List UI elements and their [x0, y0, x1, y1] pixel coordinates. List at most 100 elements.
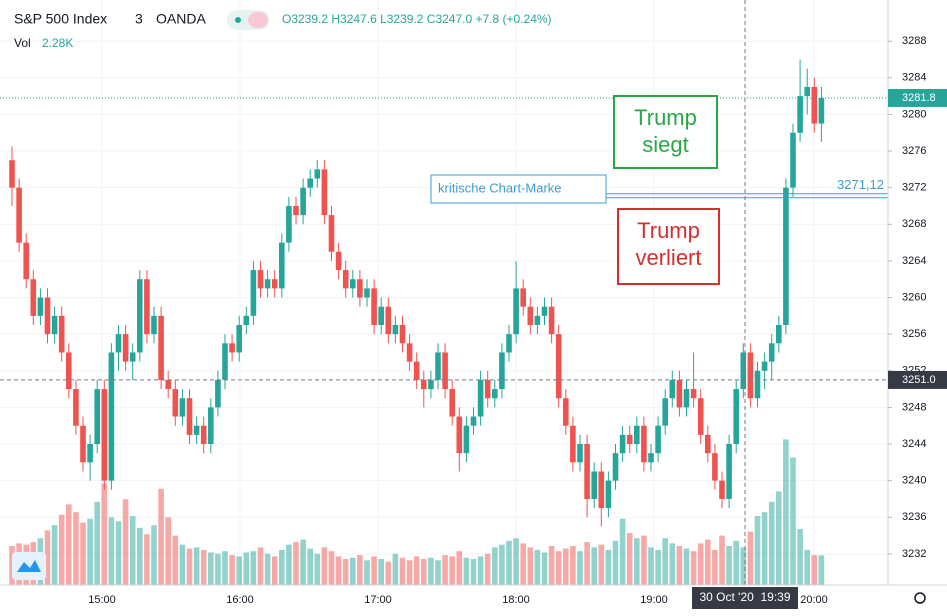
volume-bar [122, 499, 129, 585]
ohlc-values: O3239.2 H3247.6 L3239.2 C3247.0 +7.8 (+0… [282, 12, 552, 26]
logo[interactable] [12, 552, 46, 580]
volume-bar [129, 516, 136, 585]
volume-bar [421, 559, 427, 585]
candle-body [73, 389, 79, 426]
candle-body [399, 325, 406, 344]
candle-body [470, 416, 477, 426]
volume-bar [634, 538, 640, 585]
candle-body [392, 325, 399, 335]
volume-bar [58, 514, 65, 585]
candle-body [80, 425, 86, 463]
candle-body [697, 398, 704, 435]
candle-body [513, 288, 519, 335]
candle-body [733, 389, 739, 445]
candle-body [626, 434, 633, 445]
volume-bar [279, 549, 285, 585]
candle-body [598, 471, 605, 509]
candle-body [527, 306, 534, 325]
candle-body [243, 315, 250, 325]
candle-body [676, 379, 683, 408]
candle-body [200, 425, 207, 445]
candle-body [477, 379, 484, 417]
candle-body [570, 425, 576, 463]
volume-bar [527, 547, 534, 585]
candle-body [208, 407, 214, 445]
candle-body [534, 315, 541, 325]
volume-bar [293, 542, 299, 585]
y-tick-label: 3276 [902, 145, 926, 157]
crosshair-label: 30 Oct '20 19:39 [699, 590, 790, 604]
candle-body [563, 398, 569, 426]
x-tick-label: 19:00 [640, 594, 668, 606]
volume-bar [513, 538, 519, 585]
volume-bar [570, 546, 576, 585]
volume-bar [335, 556, 342, 585]
marker-text: kritische Chart-Marke [438, 180, 562, 195]
volume-bar [350, 557, 356, 585]
candle-body [413, 361, 420, 380]
candle-body [385, 306, 392, 335]
volume-bar [243, 552, 250, 585]
volume-bar [172, 535, 179, 585]
x-tick-label: 18:00 [502, 594, 530, 606]
volume-bar [364, 560, 370, 585]
volume-bar [506, 540, 512, 585]
volume-bar [193, 547, 200, 585]
annotation-box [617, 208, 720, 285]
candle-body [634, 425, 640, 445]
volume-bar [413, 556, 420, 585]
volume-bar [655, 549, 661, 585]
last-price-tag [888, 88, 947, 107]
volume-value: 2.28K [42, 36, 73, 50]
candle-body [406, 343, 413, 362]
annotation-text: verliert [635, 245, 701, 270]
candle-body [215, 379, 221, 408]
y-tick-label: 3256 [902, 328, 926, 340]
y-tick-label: 3236 [902, 511, 926, 523]
candle-body [300, 187, 306, 216]
candle-body [499, 352, 505, 390]
volume-bar [179, 544, 186, 585]
candle-body [719, 480, 725, 499]
logo-shape [17, 560, 41, 572]
candle-body [506, 334, 512, 353]
y-tick-label: 3244 [902, 438, 926, 450]
candle-body [428, 379, 434, 390]
volume-bar [250, 551, 257, 585]
volume-bar [73, 512, 79, 585]
volume-bar [754, 516, 761, 585]
volume-bar [683, 548, 690, 585]
candle-body [293, 205, 299, 216]
volume-bar [328, 551, 335, 585]
candle-body [747, 352, 754, 399]
candle-body [726, 444, 732, 499]
candle-body [783, 187, 789, 325]
volume-bar [761, 512, 768, 585]
volume-bar [108, 517, 115, 585]
x-tick-label: 16:00 [226, 594, 254, 606]
candle-body [449, 389, 455, 417]
volume-bar [563, 548, 569, 585]
settings-icon[interactable] [914, 592, 926, 604]
x-tick-label: 20:00 [800, 594, 828, 606]
candle-body [761, 361, 768, 371]
volume-bar [626, 533, 633, 585]
volume-bar [520, 543, 526, 585]
volume-bar [712, 549, 718, 585]
candle-body [186, 398, 193, 435]
volume-bar [669, 543, 676, 585]
volume-bar [477, 556, 484, 585]
candle-body [165, 379, 171, 390]
candle-body [797, 96, 803, 133]
candle-body [30, 279, 37, 316]
volume-bar [314, 553, 321, 585]
candle-body [690, 389, 697, 399]
candle-body [662, 398, 668, 426]
volume-bar [264, 553, 271, 585]
volume-bar [541, 552, 548, 585]
y-tick-label: 3272 [902, 182, 926, 194]
interval: 3 [135, 11, 143, 27]
volume-bar [484, 553, 491, 585]
candle-body [314, 169, 321, 179]
